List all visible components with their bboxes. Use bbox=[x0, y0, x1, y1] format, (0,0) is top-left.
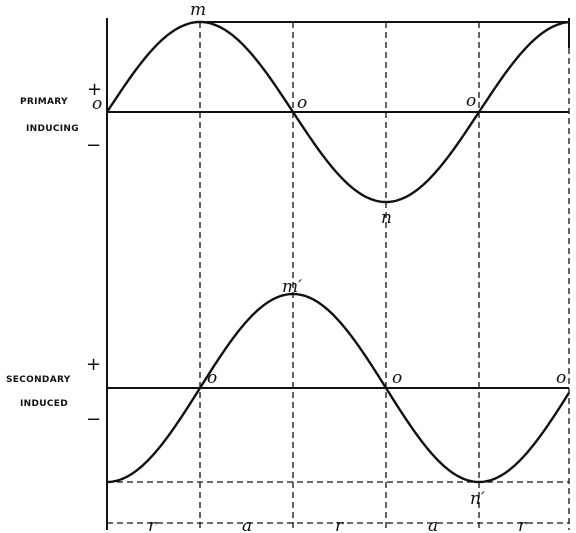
secondary-label-line1: SECONDARY bbox=[6, 375, 71, 385]
secondary-zero-label-2: o bbox=[392, 368, 402, 388]
interval-label-5: r bbox=[518, 516, 527, 533]
secondary-zero-label-1: o bbox=[207, 368, 217, 388]
primary-trough-label: n bbox=[381, 208, 392, 228]
primary-plus-sign: + bbox=[87, 79, 102, 100]
primary-minus-sign: − bbox=[86, 135, 101, 156]
secondary-plus-sign: + bbox=[86, 354, 101, 375]
primary-zero-label-1: o bbox=[297, 93, 307, 113]
primary-zero-label-2: o bbox=[466, 91, 476, 111]
primary-label-line2: INDUCING bbox=[26, 124, 79, 134]
secondary-trough-label: n′ bbox=[470, 489, 485, 509]
interval-label-2: a bbox=[242, 516, 252, 533]
secondary-wave bbox=[106, 292, 571, 484]
primary-wave bbox=[106, 20, 570, 204]
primary-peak-label: m bbox=[190, 0, 206, 20]
interval-label-4: a bbox=[428, 516, 438, 533]
primary-origin-label: o bbox=[92, 94, 102, 114]
secondary-label-line2: INDUCED bbox=[20, 399, 68, 409]
interval-label-3: r bbox=[335, 516, 344, 533]
secondary-minus-sign: − bbox=[86, 409, 101, 430]
primary-label-line1: PRIMARY bbox=[20, 97, 68, 107]
secondary-peak-label: m′ bbox=[282, 277, 302, 297]
secondary-zero-label-3: o bbox=[556, 368, 566, 388]
interval-label-1: r bbox=[148, 516, 157, 533]
